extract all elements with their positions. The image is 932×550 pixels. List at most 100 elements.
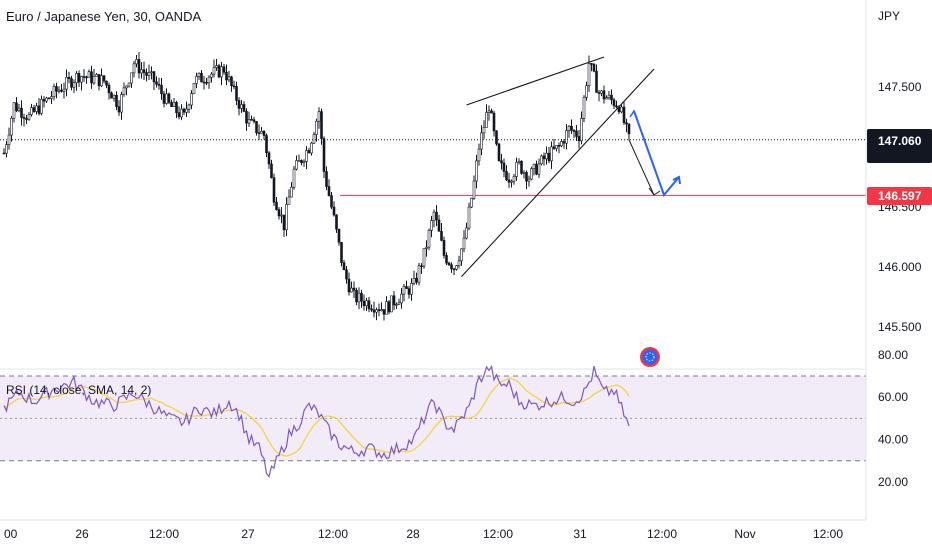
candle-body [470, 197, 473, 208]
candle-body [317, 111, 321, 122]
candle-body [595, 70, 598, 93]
candle-body [32, 107, 36, 112]
wedge-upper-trendline[interactable] [466, 56, 605, 106]
candle-body [377, 309, 381, 312]
drawing-annotations[interactable] [461, 56, 681, 277]
candle-body [327, 186, 331, 196]
time-tick-label: 12:00 [318, 527, 348, 541]
candle-body [100, 75, 103, 87]
time-tick-label: 00 [4, 527, 18, 541]
candle-body [322, 138, 326, 172]
candle-body [35, 105, 38, 112]
projection-arrow-black[interactable] [628, 139, 655, 196]
candle-body [612, 99, 616, 107]
candle-body [590, 63, 593, 65]
candle-body [515, 161, 518, 177]
chart-title[interactable]: Euro / Japanese Yen, 30, OANDA [6, 9, 202, 24]
candle-body [385, 301, 388, 315]
time-tick-label: 27 [241, 527, 255, 541]
tradingview-badge-icon[interactable] [640, 347, 660, 367]
candle-body [10, 117, 13, 136]
candlestick-series [2, 51, 631, 321]
candle-body [202, 81, 206, 84]
candle-body [307, 150, 311, 154]
candle-body [255, 121, 258, 133]
candle-body [212, 67, 216, 75]
candle-body [152, 71, 156, 83]
candle-body [45, 97, 48, 102]
candle-body [545, 152, 548, 160]
candle-body [562, 141, 566, 144]
candle-body [600, 90, 603, 94]
wedge-lower-trendline[interactable] [461, 68, 655, 277]
candle-body [247, 119, 251, 124]
candle-body [230, 76, 233, 87]
candle-body [512, 176, 516, 182]
arrowhead-icon [672, 175, 681, 185]
candle-body [210, 73, 213, 78]
candle-body [597, 92, 601, 94]
candle-body [417, 265, 421, 283]
candle-body [325, 171, 328, 187]
candle-body [540, 155, 543, 165]
candle-body [345, 269, 348, 280]
candle-body [227, 76, 231, 81]
candle-body [42, 99, 46, 102]
candle-body [610, 94, 613, 101]
candle-body [190, 93, 193, 106]
candle-body [440, 231, 443, 241]
candle-body [207, 76, 211, 84]
candle-body [517, 160, 521, 163]
candle-body [47, 97, 51, 100]
candle-body [475, 160, 478, 182]
candle-body [165, 93, 168, 104]
candle-body [97, 74, 101, 87]
candle-body [400, 293, 403, 304]
last-price-tag[interactable]: 147.060 15:28 [867, 129, 932, 163]
candle-body [67, 76, 71, 79]
currency-label: JPY [878, 9, 900, 23]
projection-arrow-blue[interactable] [633, 110, 680, 197]
candle-body [312, 134, 316, 144]
candle-body [85, 76, 88, 79]
candle-body [205, 82, 208, 84]
candle-body [452, 268, 456, 271]
candle-body [110, 92, 113, 99]
candle-body [492, 112, 496, 132]
candle-body [365, 300, 368, 307]
candle-body [177, 112, 181, 118]
candle-body [225, 71, 228, 81]
candle-body [277, 209, 281, 217]
arrowhead-icon [648, 187, 661, 196]
candle-body [25, 118, 28, 120]
candle-body [115, 94, 118, 107]
candle-body [172, 102, 176, 107]
candle-body [272, 177, 276, 203]
candle-body [320, 111, 323, 139]
candle-body [395, 304, 398, 306]
rsi-ma-line [3, 377, 630, 457]
rsi-indicator-label[interactable]: RSI (14, close, SMA, 14, 2) [6, 383, 152, 397]
candle-body [180, 108, 183, 118]
level-price-tag[interactable]: 146.597 [867, 187, 932, 205]
rsi-tick-label: 20.00 [878, 475, 908, 489]
candle-body [330, 195, 333, 208]
candle-body [565, 130, 568, 144]
arrow-start-cap [629, 109, 638, 119]
time-tick-label: 12:00 [149, 527, 179, 541]
candle-body [295, 160, 298, 170]
candle-body [547, 152, 551, 162]
candle-body [465, 227, 468, 239]
candle-body [175, 102, 178, 113]
candle-body [140, 69, 143, 74]
time-tick-label: 12:00 [647, 527, 677, 541]
candle-body [17, 107, 21, 112]
candle-body [127, 82, 131, 87]
candle-body [125, 85, 128, 89]
candle-body [52, 86, 56, 97]
candle-body [382, 309, 386, 315]
candle-body [592, 63, 596, 72]
time-tick-label: 12:00 [813, 527, 843, 541]
